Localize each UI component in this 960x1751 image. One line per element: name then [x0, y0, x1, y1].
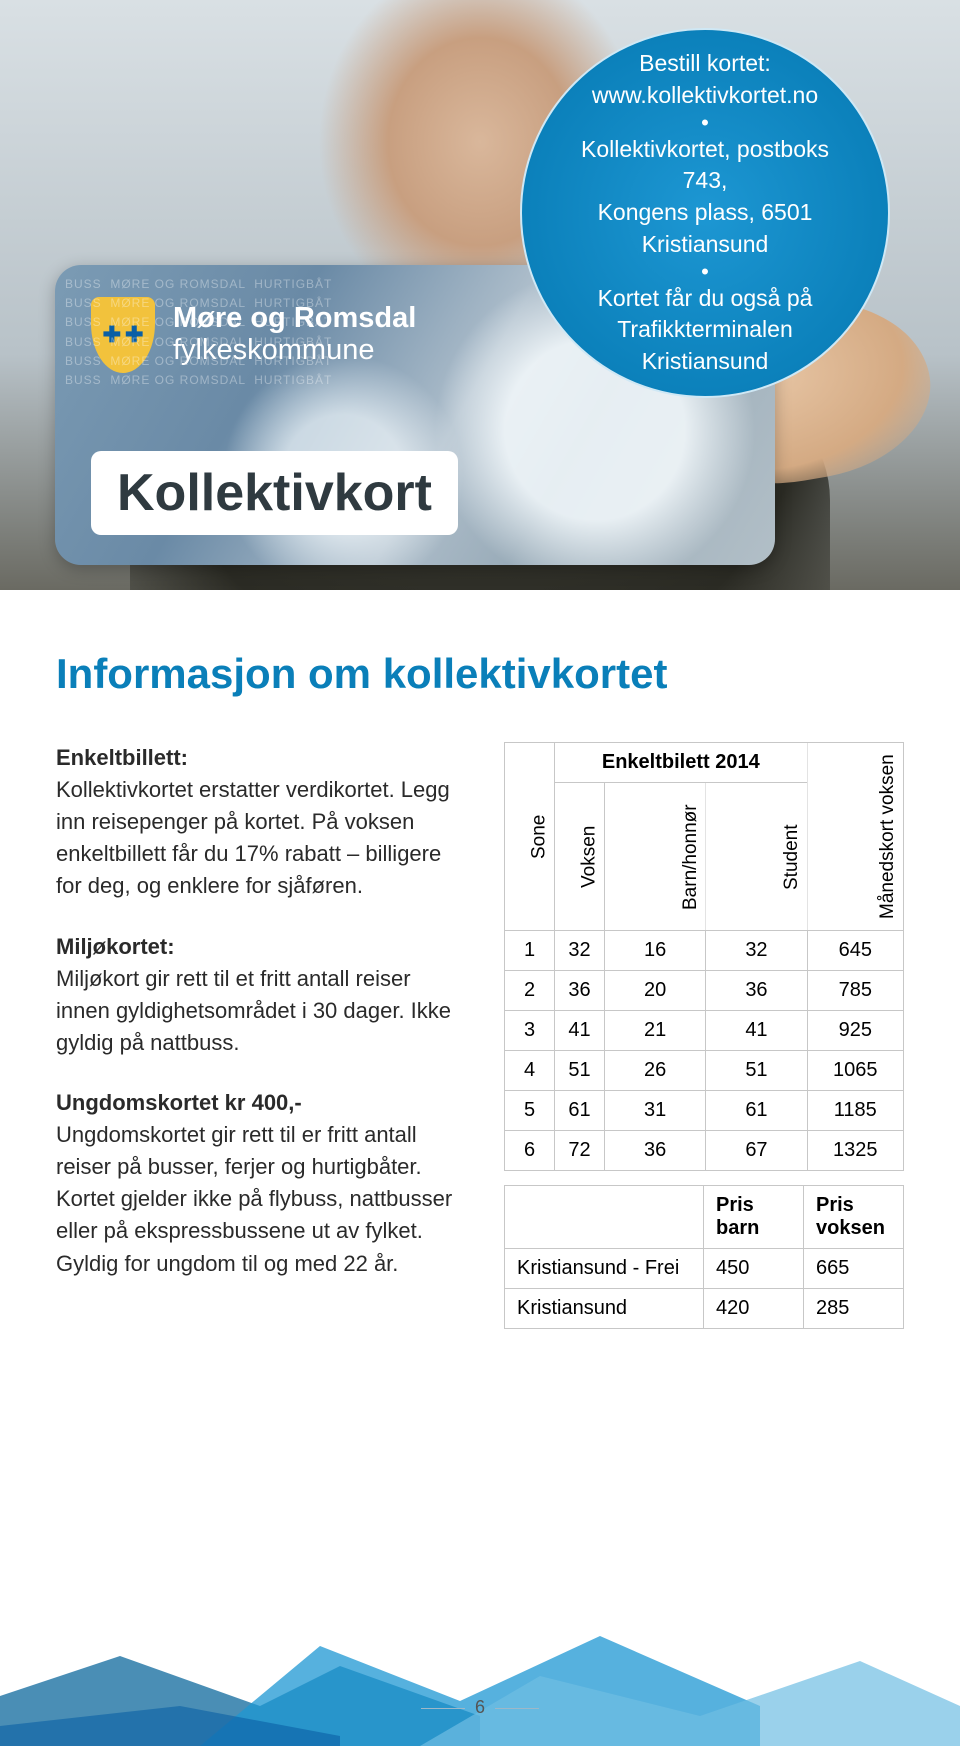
table-cell: 665 — [804, 1249, 904, 1289]
table-cell: 32 — [555, 931, 605, 971]
table-cell: 36 — [706, 971, 807, 1011]
table-cell: 420 — [704, 1289, 804, 1329]
table-cell: 1 — [505, 931, 555, 971]
table-cell: 2 — [505, 971, 555, 1011]
route-price-table: Pris barn Pris voksen Kristiansund - Fre… — [504, 1185, 904, 1329]
info-section: Informasjon om kollektivkortet Enkeltbil… — [0, 590, 960, 1343]
table-row: Kristiansund - Frei450665 — [505, 1249, 904, 1289]
table-cell: 20 — [605, 971, 706, 1011]
paragraph-ungdomskortet: Ungdomskortet kr 400,- Ungdomskortet gir… — [56, 1087, 464, 1280]
p1-body: Kollektivkortet erstatter verdikortet. L… — [56, 777, 450, 898]
hero-banner: BUSS MØRE OG ROMSDAL HURTIGBÅT BUSS MØRE… — [0, 0, 960, 590]
table-cell: 36 — [555, 971, 605, 1011]
badge-line: Bestill kortet: — [639, 48, 771, 80]
info-columns: Enkeltbillett: Kollektivkortet erstatter… — [56, 742, 904, 1343]
table-cell: 72 — [555, 1131, 605, 1171]
table-cell: Kristiansund - Frei — [505, 1249, 704, 1289]
table-cell: 450 — [704, 1249, 804, 1289]
paragraph-miljokortet: Miljøkortet: Miljøkort gir rett til et f… — [56, 931, 464, 1059]
page-number: 6 — [411, 1697, 549, 1718]
table-cell: 4 — [505, 1051, 555, 1091]
table-cell: 21 — [605, 1011, 706, 1051]
table-cell: 41 — [555, 1011, 605, 1051]
table-cell: 36 — [605, 1131, 706, 1171]
table-cell: 285 — [804, 1289, 904, 1329]
table-cell: 1065 — [807, 1051, 903, 1091]
table-cell: 925 — [807, 1011, 903, 1051]
table-cell: 51 — [555, 1051, 605, 1091]
table-row: 56131611185 — [505, 1091, 904, 1131]
fare-table-body: 1321632645236203678534121419254512651106… — [505, 931, 904, 1171]
tables-column: Sone Enkeltbilett 2014 Månedskort voksen… — [504, 742, 904, 1343]
col-manedskort: Månedskort voksen — [807, 743, 903, 931]
info-text-column: Enkeltbillett: Kollektivkortet erstatter… — [56, 742, 464, 1308]
badge-line: Kongens plass, 6501 Kristiansund — [558, 197, 852, 260]
table-cell: 41 — [706, 1011, 807, 1051]
route-table-body: Kristiansund - Frei450665Kristiansund420… — [505, 1249, 904, 1329]
p3-title: Ungdomskortet kr 400,- — [56, 1090, 302, 1115]
col-voksen: Voksen — [555, 783, 605, 931]
table-cell: 51 — [706, 1051, 807, 1091]
table-cell: 5 — [505, 1091, 555, 1131]
bullet-icon: • — [701, 261, 709, 283]
table-cell: 1325 — [807, 1131, 903, 1171]
table-cell: 32 — [706, 931, 807, 971]
table-cell: 1185 — [807, 1091, 903, 1131]
table-row: 2362036785 — [505, 971, 904, 1011]
col-sone: Sone — [505, 743, 555, 931]
table-cell: 645 — [807, 931, 903, 971]
table-cell: 31 — [605, 1091, 706, 1131]
fare-table: Sone Enkeltbilett 2014 Månedskort voksen… — [504, 742, 904, 1171]
badge-line: Kortet får du også på — [598, 283, 813, 315]
table-row: 1321632645 — [505, 931, 904, 971]
table-cell: 61 — [706, 1091, 807, 1131]
table-cell: 26 — [605, 1051, 706, 1091]
badge-line: Kollektivkortet, postboks 743, — [558, 134, 852, 197]
table-cell: 16 — [605, 931, 706, 971]
p1-title: Enkeltbillett: — [56, 745, 188, 770]
badge-line: Trafikkterminalen — [617, 314, 793, 346]
card-bg-text: BUSS MØRE OG ROMSDAL HURTIGBÅT BUSS MØRE… — [65, 275, 332, 390]
t2-col-voksen: Pris voksen — [804, 1186, 904, 1249]
p3-body: Ungdomskortet gir rett til er fritt anta… — [56, 1122, 452, 1275]
bullet-icon: • — [701, 112, 709, 134]
order-badge: Bestill kortet: www.kollektivkortet.no •… — [520, 28, 890, 398]
paragraph-enkeltbillett: Enkeltbillett: Kollektivkortet erstatter… — [56, 742, 464, 903]
p2-body: Miljøkort gir rett til et fritt antall r… — [56, 966, 451, 1055]
table-cell: 6 — [505, 1131, 555, 1171]
t2-col-route — [505, 1186, 704, 1249]
mountains-svg — [0, 1606, 960, 1746]
table-cell: 785 — [807, 971, 903, 1011]
footer-mountains: 6 — [0, 1606, 960, 1746]
table-cell: 3 — [505, 1011, 555, 1051]
table-row: 45126511065 — [505, 1051, 904, 1091]
card-title: Kollektivkort — [91, 451, 458, 535]
table-row: 67236671325 — [505, 1131, 904, 1171]
col-enkeltbilett-span: Enkeltbilett 2014 — [555, 743, 808, 783]
table-cell: Kristiansund — [505, 1289, 704, 1329]
col-student: Student — [706, 783, 807, 931]
badge-line: www.kollektivkortet.no — [592, 80, 818, 112]
section-heading: Informasjon om kollektivkortet — [56, 650, 904, 698]
table-cell: 67 — [706, 1131, 807, 1171]
t2-col-barn: Pris barn — [704, 1186, 804, 1249]
badge-line: Kristiansund — [642, 346, 769, 378]
p2-title: Miljøkortet: — [56, 934, 175, 959]
table-row: 3412141925 — [505, 1011, 904, 1051]
table-cell: 61 — [555, 1091, 605, 1131]
col-barn: Barn/honnør — [605, 783, 706, 931]
table-row: Kristiansund420285 — [505, 1289, 904, 1329]
